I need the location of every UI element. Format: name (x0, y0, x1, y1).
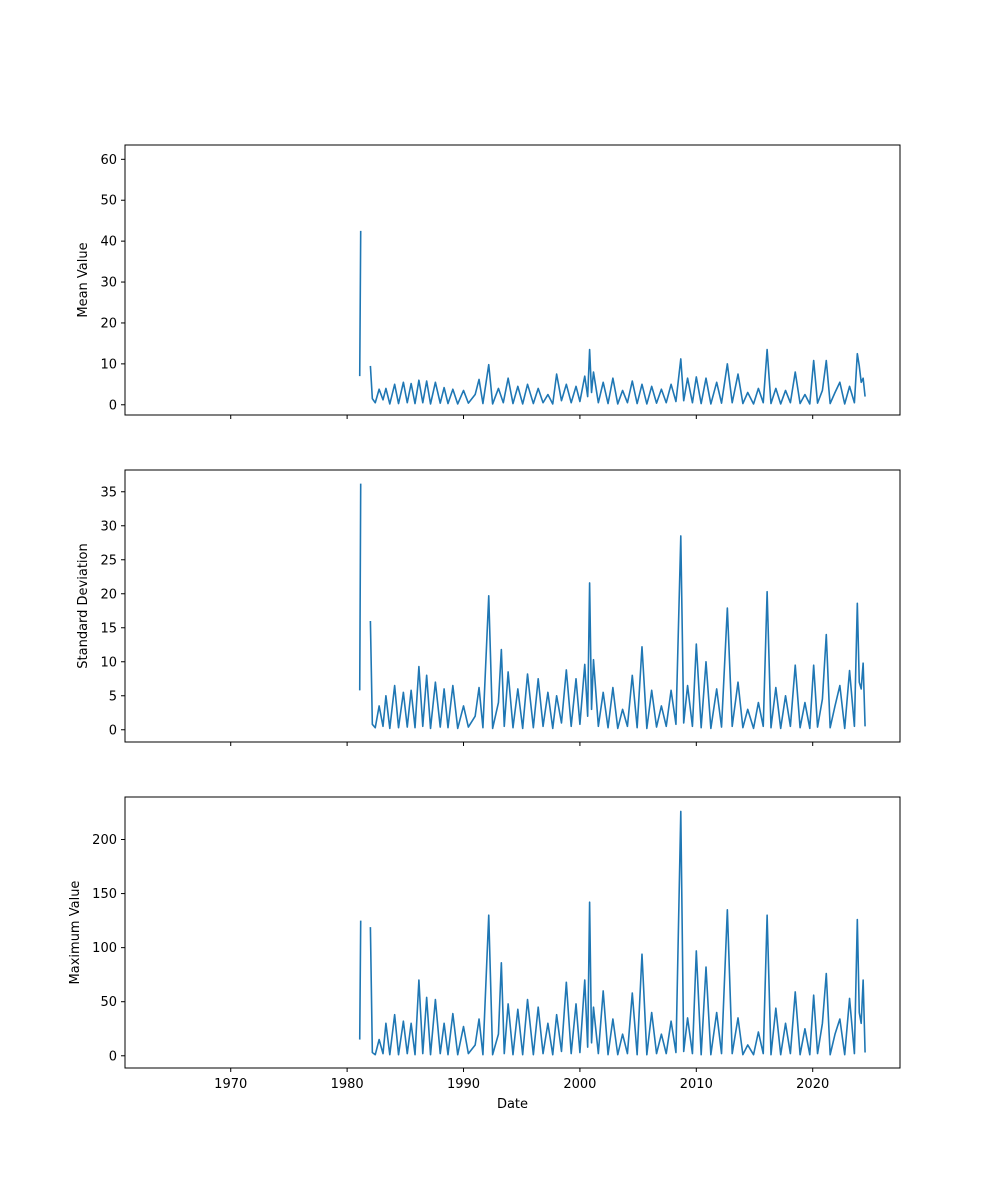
y-tick-label: 15 (100, 621, 117, 636)
axes-frame (124, 469, 901, 743)
y-tick-label: 10 (100, 357, 117, 372)
y-tick-label: 10 (100, 655, 117, 670)
y-tick-label: 25 (100, 553, 117, 568)
x-tick-label: 2000 (563, 1077, 596, 1092)
y-tick-label: 20 (100, 316, 117, 331)
chart-panel-2: 0 5 10 15 20 25 30 35 Standard Deviation (76, 469, 901, 746)
y-tick-label: 0 (109, 1049, 117, 1064)
chart-panel-3: 0 50 100 150 200 1970 1980 1990 2000 2010 2020 Maxi… (68, 796, 901, 1112)
series-line (358, 483, 866, 730)
x-axis-label: Date (497, 1097, 528, 1112)
x-tick-label: 1970 (214, 1077, 247, 1092)
axes-frame (124, 796, 901, 1069)
y-tick-label: 50 (100, 194, 117, 209)
y-tick-label: 50 (100, 995, 117, 1010)
y-tick-label: 5 (109, 689, 117, 704)
y-tick-label: 150 (92, 887, 117, 902)
y-tick-label: 200 (92, 833, 117, 848)
series-line (358, 810, 866, 1056)
x-tick-label: 2020 (796, 1077, 829, 1092)
x-tick-label: 1980 (331, 1077, 364, 1092)
y-tick-label: 30 (100, 519, 117, 534)
series-line (358, 230, 866, 405)
y-tick-label: 0 (109, 398, 117, 413)
y-tick-label: 20 (100, 587, 117, 602)
y-tick-label: 0 (109, 723, 117, 738)
y-axis-label: Mean Value (76, 242, 91, 317)
axes-frame (124, 144, 901, 416)
y-axis-label: Maximum Value (68, 881, 83, 985)
y-axis-label: Standard Deviation (76, 543, 91, 668)
y-tick-label: 30 (100, 276, 117, 291)
y-tick-label: 40 (100, 235, 117, 250)
y-tick-label: 100 (92, 941, 117, 956)
y-tick-label: 60 (100, 153, 117, 168)
chart-panel-1: 0 10 20 30 40 50 60 Mean Value (76, 144, 901, 419)
x-tick-label: 1990 (447, 1077, 480, 1092)
y-tick-label: 35 (100, 485, 117, 500)
x-tick-label: 2010 (680, 1077, 713, 1092)
